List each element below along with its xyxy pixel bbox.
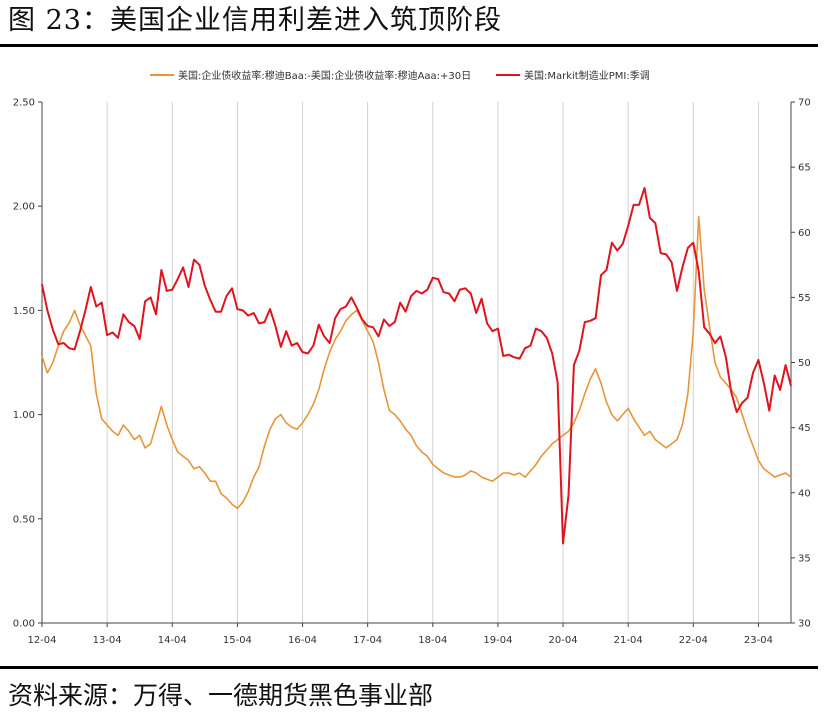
grid-lines — [106, 102, 759, 623]
x-tick-label: 12-04 — [27, 635, 56, 646]
x-tick-label: 16-04 — [288, 635, 317, 646]
legend: 美国:企业债收益率:穆迪Baa:-美国:企业债收益率:穆迪Aaa:+30日 美国:… — [150, 69, 650, 82]
x-tick-label: 23-04 — [744, 635, 773, 646]
legend-entry: 美国:Markit制造业PMI:季调 — [524, 69, 650, 82]
spread-series-line — [41, 215, 792, 510]
y-right-tick-label: 35 — [798, 553, 811, 564]
x-tick-label: 21-04 — [614, 635, 643, 646]
y-left-tick-label: 1.00 — [13, 410, 35, 421]
footer-rule — [0, 666, 818, 669]
figure-title: 图 23：美国企业信用利差进入筑顶阶段 — [8, 5, 502, 36]
y-right-tick-label: 50 — [798, 358, 811, 369]
chart-area: 12-04 13-04 14-04 15-04 16-04 17-04 18-04 19-04… — [13, 69, 811, 647]
y-left-tick-label: 2.00 — [13, 202, 35, 213]
x-tick-label: 15-04 — [223, 635, 252, 646]
title-rule — [0, 44, 818, 47]
x-tick-label: 14-04 — [158, 635, 187, 646]
y-right-tick-label: 45 — [798, 423, 811, 434]
x-tick-label: 13-04 — [93, 635, 122, 646]
axes: 12-04 13-04 14-04 15-04 16-04 17-04 18-04 19-04… — [13, 98, 811, 647]
y-right-tick-label: 65 — [798, 163, 811, 174]
x-tick-label: 22-04 — [679, 635, 708, 646]
series-lines — [41, 187, 792, 545]
legend-entry: 美国:企业债收益率:穆迪Baa:-美国:企业债收益率:穆迪Aaa:+30日 — [178, 69, 471, 82]
y-right-tick-label: 30 — [798, 619, 811, 630]
x-tick-label: 17-04 — [353, 635, 382, 646]
y-left-tick-label: 0.00 — [13, 619, 35, 630]
y-left-tick-label: 1.50 — [13, 306, 35, 317]
x-tick-label: 19-04 — [483, 635, 512, 646]
y-right-tick-label: 60 — [798, 228, 811, 239]
x-tick-label: 20-04 — [549, 635, 578, 646]
y-right-tick-label: 40 — [798, 488, 811, 499]
y-right-tick-label: 55 — [798, 293, 811, 304]
y-left-tick-label: 2.50 — [13, 98, 35, 109]
x-tick-label: 18-04 — [418, 635, 447, 646]
source-note: 资料来源：万得、一德期货黑色事业部 — [8, 681, 434, 710]
y-left-tick-label: 0.50 — [13, 514, 35, 525]
y-right-tick-label: 70 — [798, 98, 811, 109]
pmi-series-line — [41, 187, 792, 545]
